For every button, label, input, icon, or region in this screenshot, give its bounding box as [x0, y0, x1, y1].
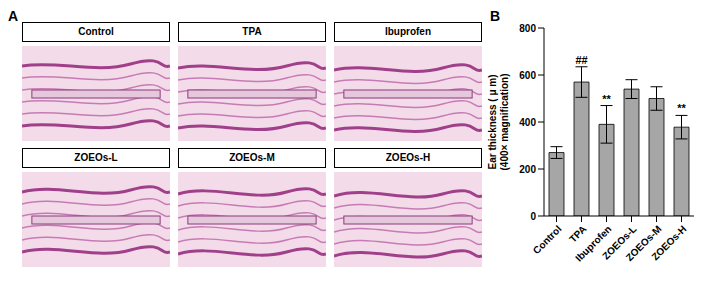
html-text:Ibuprofen: Ibuprofen — [384, 26, 431, 37]
html-text:ZOEOs-L: ZOEOs-L — [74, 152, 118, 163]
svg-text:ZOEOs-H: ZOEOs-H — [649, 223, 688, 262]
svg-text:ZOEOs-L: ZOEOs-L — [600, 223, 639, 262]
html-text:ZOEOs-M: ZOEOs-M — [229, 152, 275, 163]
html-text:B: B — [490, 8, 501, 24]
html-text:TPA: TPA — [242, 26, 262, 37]
svg-text:Ibuprofen: Ibuprofen — [573, 223, 614, 264]
html-text:A: A — [8, 8, 19, 24]
svg-text:200: 200 — [519, 164, 536, 175]
svg-text:600: 600 — [519, 70, 536, 81]
svg-text:Ear thickness ( μ m)(400× magn: Ear thickness ( μ m)(400× magnification) — [487, 74, 510, 171]
svg-text:**: ** — [677, 102, 686, 114]
svg-text:ZOEOs-M: ZOEOs-M — [623, 223, 664, 264]
html-text:Control: Control — [78, 26, 114, 37]
svg-text:0: 0 — [530, 211, 536, 222]
svg-text:##: ## — [575, 54, 587, 66]
svg-text:800: 800 — [519, 23, 536, 34]
html-text:ZOEOs-H: ZOEOs-H — [385, 152, 431, 163]
svg-text:TPA: TPA — [567, 223, 588, 244]
svg-text:Control: Control — [531, 223, 564, 256]
svg-text:**: ** — [602, 93, 611, 105]
svg-text:400: 400 — [519, 117, 536, 128]
